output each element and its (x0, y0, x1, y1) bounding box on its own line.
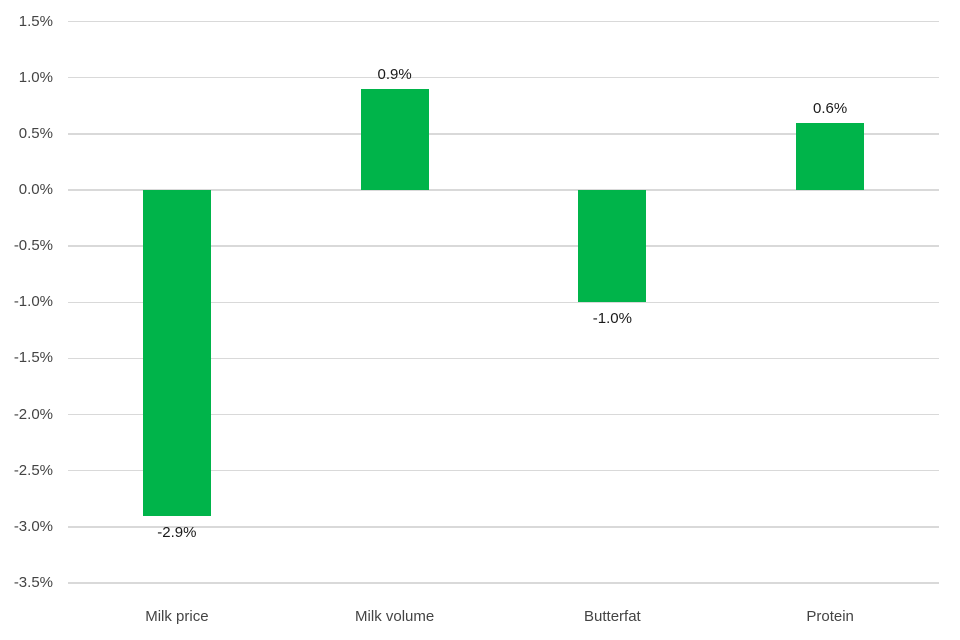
bar-milk-price (142, 189, 211, 516)
gridline (68, 582, 939, 584)
bar-protein (796, 122, 865, 190)
gridline (68, 526, 939, 528)
y-axis-tick-label: -2.5% (13, 461, 53, 479)
y-axis-tick-label: -0.5% (13, 237, 53, 255)
category-label-milk-volume: Milk volume (355, 608, 435, 625)
gridline (68, 189, 939, 191)
gridline (68, 413, 939, 416)
y-axis-tick-label: 0.0% (18, 180, 53, 198)
gridline (68, 357, 939, 360)
category-label-protein: Protein (806, 608, 854, 625)
y-axis-tick-label: 0.5% (18, 124, 53, 142)
category-label-butterfat: Butterfat (584, 608, 641, 625)
data-label-milk-volume: 0.9% (377, 65, 412, 83)
category-label-milk-price: Milk price (145, 608, 209, 625)
gridline (68, 76, 939, 79)
y-axis-tick-label: -1.0% (13, 293, 53, 311)
data-label-protein: 0.6% (813, 99, 848, 117)
gridline (68, 245, 939, 247)
bar-butterfat (578, 189, 647, 303)
y-axis-tick-label: -2.0% (13, 405, 53, 423)
data-label-milk-price: -2.9% (157, 523, 197, 541)
gridline (68, 20, 939, 23)
y-axis-tick-label: -1.5% (13, 349, 53, 367)
gridline (68, 133, 939, 135)
y-axis-tick-label: 1.0% (18, 68, 53, 86)
gridline (68, 301, 939, 303)
y-axis-tick-label: 1.5% (18, 12, 53, 30)
y-axis-tick-label: -3.5% (13, 574, 53, 591)
data-label-butterfat: -1.0% (592, 310, 632, 328)
bar-milk-volume (360, 88, 429, 190)
y-axis-tick-label: -3.0% (13, 517, 53, 535)
gridline (68, 469, 939, 472)
